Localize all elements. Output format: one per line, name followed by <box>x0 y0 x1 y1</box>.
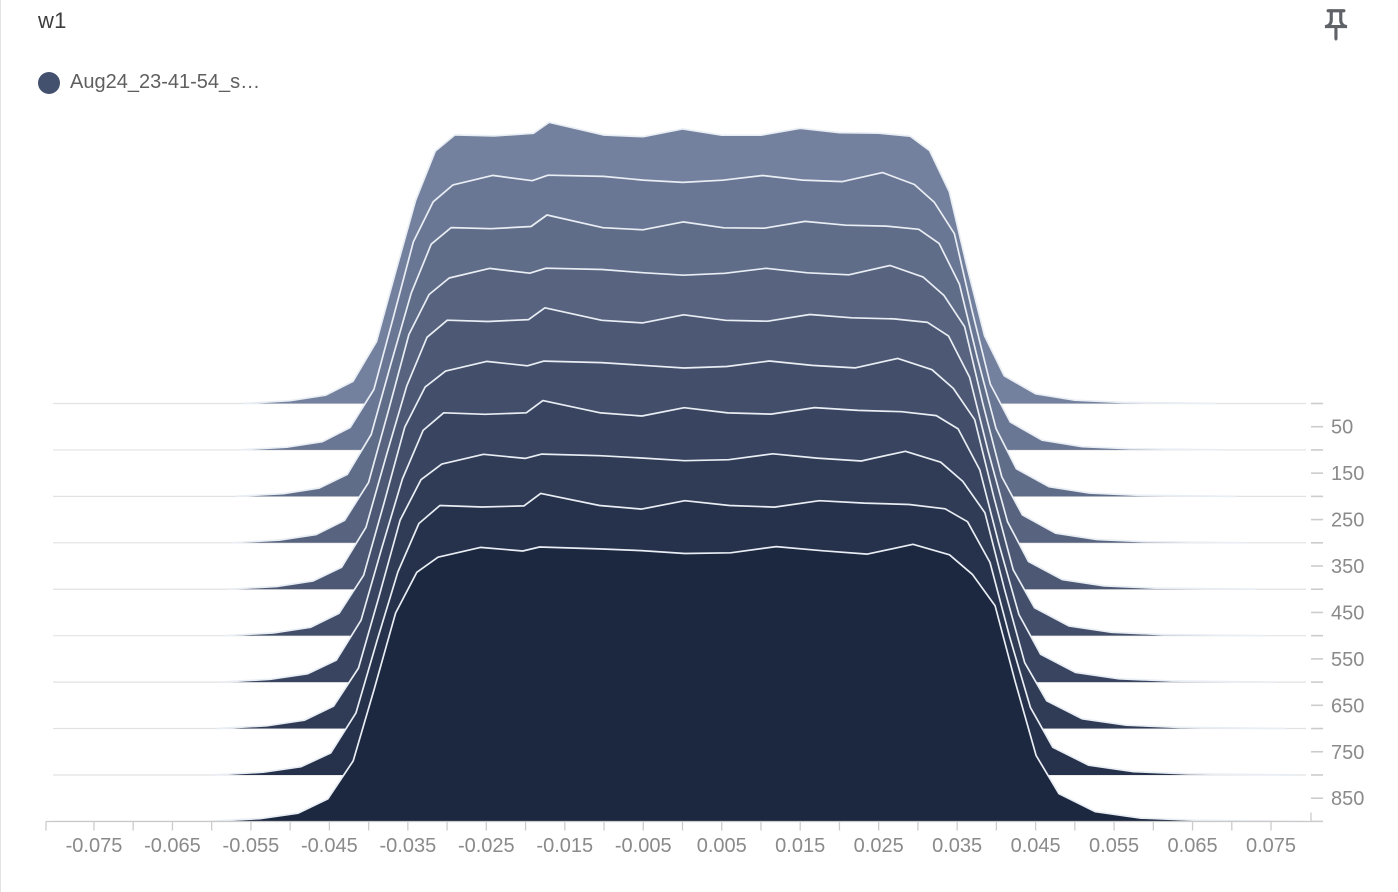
histogram-ridge-outline <box>231 264 1246 544</box>
x-axis-label: -0.005 <box>615 835 672 857</box>
histogram-ridge-outline <box>209 543 1306 823</box>
legend-item[interactable]: Aug24_23-41-54_s… <box>38 71 260 94</box>
y-axis-label: 250 <box>1331 510 1364 532</box>
x-axis-label: 0.055 <box>1089 835 1139 857</box>
x-axis-label: -0.065 <box>144 835 201 857</box>
x-axis-label: -0.025 <box>458 835 515 857</box>
histogram-ridge-outline <box>216 450 1286 730</box>
histogram-ridge-outline <box>220 399 1276 683</box>
histogram-ridge-outline <box>239 171 1227 451</box>
x-axis-label: 0.015 <box>775 835 825 857</box>
y-axis-label: 50 <box>1331 417 1353 439</box>
histogram-ridge-outline <box>212 492 1296 776</box>
y-axis-label: 450 <box>1331 602 1364 624</box>
x-axis-label: 0.025 <box>854 835 904 857</box>
histogram-ridge-outline <box>243 121 1217 405</box>
card-title: w1 <box>38 8 67 33</box>
run-name-label: Aug24_23-41-54_s… <box>70 71 261 93</box>
x-axis-label: 0.005 <box>697 835 747 857</box>
histogram-ridge-outline <box>224 357 1266 637</box>
run-color-swatch <box>38 71 60 94</box>
x-axis-label: 0.035 <box>932 835 982 857</box>
y-axis-label: 350 <box>1331 556 1364 578</box>
x-axis-label: 0.075 <box>1246 835 1296 857</box>
histogram-ridge-outline <box>235 214 1236 498</box>
histogram-ridge-outline <box>227 306 1256 591</box>
x-axis-label: -0.035 <box>379 835 436 857</box>
x-axis-label: -0.015 <box>536 835 593 857</box>
x-axis-label: -0.075 <box>66 835 123 857</box>
push-pin-icon <box>1317 4 1355 49</box>
x-axis-label: 0.045 <box>1011 835 1061 857</box>
y-axis-label: 650 <box>1331 695 1364 717</box>
histogram-ridge-step-900[interactable] <box>209 544 1306 822</box>
x-axis-label: -0.055 <box>223 835 280 857</box>
x-axis-label: 0.065 <box>1168 835 1218 857</box>
x-axis-label: -0.045 <box>301 835 358 857</box>
y-axis-label: 550 <box>1331 649 1364 671</box>
y-axis-label: 850 <box>1331 788 1364 810</box>
y-axis-label: 150 <box>1331 463 1364 485</box>
y-axis-label: 750 <box>1331 742 1364 764</box>
pin-card-button[interactable] <box>1316 4 1356 48</box>
